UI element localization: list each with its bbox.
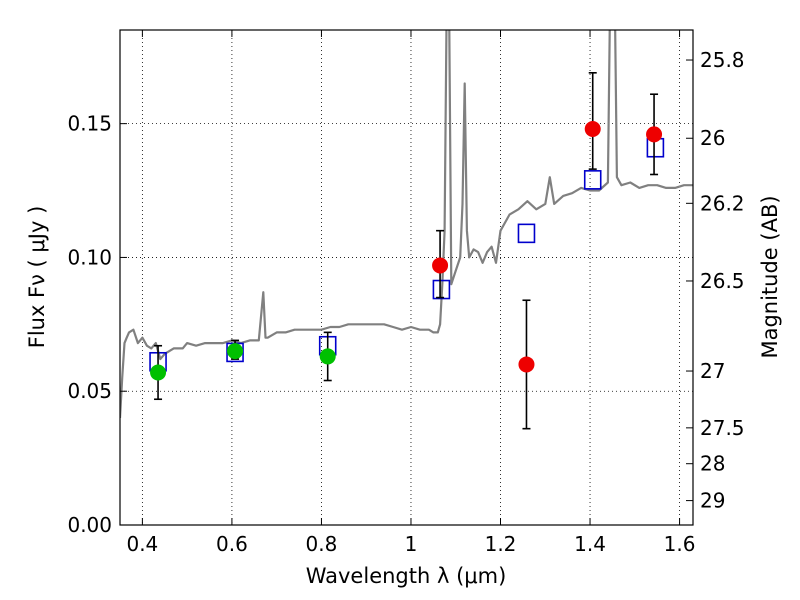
- x-tick-label: 0.4: [126, 532, 158, 556]
- y2-tick-label: 28: [700, 452, 725, 476]
- green-point: [150, 364, 167, 381]
- y2-tick-label: 29: [700, 489, 725, 513]
- y-tick-label: 0.15: [67, 112, 112, 136]
- model-box: [517, 223, 536, 244]
- y-axis-label: Flux Fν ( μJy ): [25, 206, 49, 349]
- y-axis-ticks: 0.00 0.05 0.10 0.15: [67, 112, 127, 537]
- green-point: [227, 343, 244, 360]
- red-point: [646, 126, 663, 143]
- x-tick-label: 1.6: [664, 532, 696, 556]
- y2-tick-label: 27.5: [700, 416, 745, 440]
- y2-tick-label: 27: [700, 359, 725, 383]
- y2-tick-label: 25.8: [700, 48, 745, 72]
- model-box: [583, 170, 602, 190]
- y-tick-label: 0.05: [67, 379, 112, 403]
- red-point: [518, 356, 535, 373]
- spectrum-line: [120, 30, 693, 419]
- y2-axis-ticks: 25.8 26 26.2 26.5 27 27.5 28 29: [686, 48, 745, 513]
- grid: [120, 30, 693, 526]
- red-point: [432, 257, 449, 274]
- x-axis-label: Wavelength λ (μm): [306, 564, 507, 588]
- spectrum-layer: [120, 30, 693, 419]
- y2-tick-label: 26.2: [700, 191, 745, 215]
- y-tick-label: 0.10: [67, 245, 112, 269]
- x-tick-label: 1.4: [574, 532, 606, 556]
- plot-background: [120, 30, 693, 525]
- points-layer: [150, 121, 663, 381]
- x-tick-label: 0.8: [306, 532, 338, 556]
- x-tick-label: 1.2: [485, 532, 517, 556]
- green-point: [319, 348, 336, 365]
- y2-tick-label: 26.5: [700, 269, 745, 293]
- red-point: [584, 121, 601, 137]
- x-tick-label: 0.6: [216, 532, 248, 556]
- x-tick-label: 1: [405, 532, 418, 556]
- plot-frame: [119, 29, 694, 526]
- y-tick-label: 0.00: [67, 513, 112, 537]
- y2-axis-label: Magnitude (AB): [758, 195, 782, 358]
- x-axis-ticks: 0.4 0.6 0.8 1 1.2 1.4 1.6: [126, 30, 695, 556]
- model-box: [432, 279, 451, 300]
- y2-tick-label: 26: [700, 126, 725, 150]
